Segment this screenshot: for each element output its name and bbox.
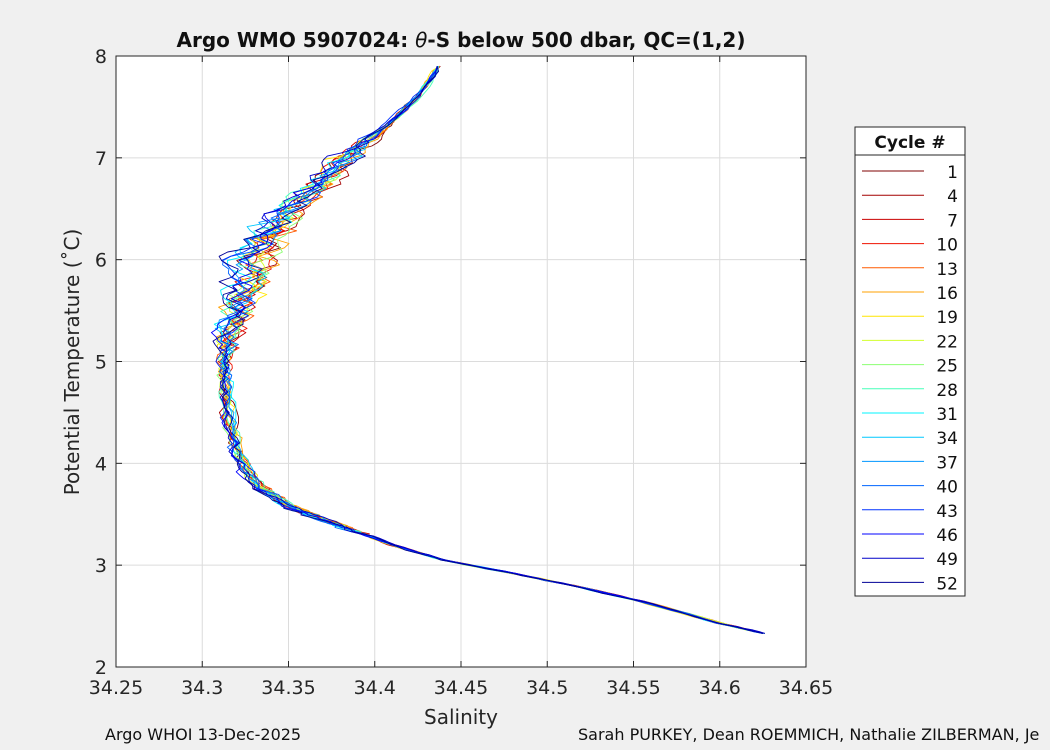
y-tick-label: 4 <box>95 453 107 475</box>
footer-credit-left: Argo WHOI 13-Dec-2025 <box>105 725 302 744</box>
tick-labels: 34.25 34.3 34.35 34.4 34.45 34.5 34.55 34.6 34.6… <box>89 46 833 699</box>
x-tick-label: 34.25 <box>89 677 143 699</box>
ticks <box>115 55 807 668</box>
legend-entry-label: 43 <box>936 502 958 522</box>
y-tick-label: 5 <box>95 352 107 374</box>
legend-entry-label: 10 <box>936 236 958 256</box>
x-tick-label: 34.65 <box>779 677 833 699</box>
x-axis-label: Salinity <box>424 705 498 729</box>
x-tick-label: 34.35 <box>261 677 315 699</box>
legend-title: Cycle # <box>874 133 945 153</box>
legend-entry-label: 22 <box>936 332 958 352</box>
legend-entry-label: 7 <box>947 211 958 231</box>
footer-credit-right: Sarah PURKEY, Dean ROEMMICH, Nathalie ZI… <box>578 725 1040 744</box>
legend-box <box>854 126 966 597</box>
legend-entries: 1 4 7 10 13 16 19 22 25 28 31 34 37 40 43 46 49 52 <box>862 163 958 594</box>
legend-entry-label: 13 <box>936 260 958 280</box>
legend-entry-label: 25 <box>936 357 958 377</box>
x-tick-label: 34.6 <box>699 677 741 699</box>
legend-entry-label: 31 <box>936 405 958 425</box>
x-tick-label: 34.55 <box>606 677 660 699</box>
x-tick-label: 34.45 <box>434 677 488 699</box>
y-tick-label: 2 <box>95 657 107 679</box>
series-group <box>210 65 766 634</box>
x-tick-label: 34.5 <box>526 677 568 699</box>
series-line-cycle-52 <box>212 66 764 634</box>
x-tick-label: 34.4 <box>354 677 396 699</box>
chart-title: Argo WMO 5907024: θ-S below 500 dbar, QC… <box>177 28 746 52</box>
legend-entry-label: 37 <box>936 453 958 473</box>
y-tick-label: 6 <box>95 250 107 272</box>
y-axis-label: Potential Temperature (˚C) <box>60 229 84 496</box>
y-tick-label: 3 <box>95 555 107 577</box>
legend-entry-label: 49 <box>936 550 958 570</box>
x-tick-label: 34.3 <box>181 677 223 699</box>
legend: Cycle # 1 4 7 10 13 16 19 22 25 28 31 34 37 40 43 46 49 5… <box>854 126 966 597</box>
legend-entry-label: 19 <box>936 308 958 328</box>
legend-entry-label: 4 <box>947 187 958 207</box>
y-tick-label: 8 <box>95 46 107 68</box>
y-tick-label: 7 <box>95 148 107 170</box>
legend-entry-label: 34 <box>936 429 958 449</box>
legend-entry-label: 40 <box>936 478 958 498</box>
legend-entry-label: 52 <box>936 574 958 594</box>
legend-entry-label: 46 <box>936 526 958 546</box>
legend-entry-label: 28 <box>936 381 958 401</box>
legend-entry-label: 1 <box>947 163 958 183</box>
legend-entry-label: 16 <box>936 284 958 304</box>
